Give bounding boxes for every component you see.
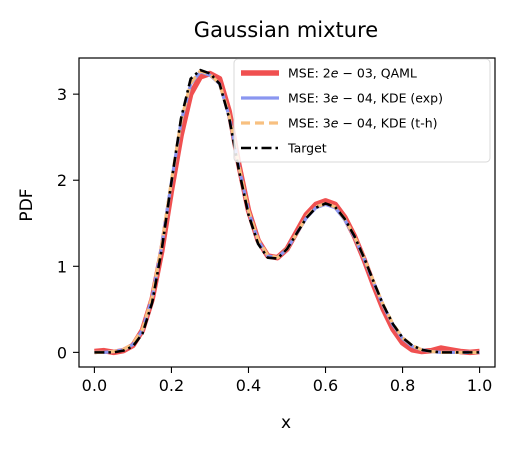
y-tick-label: 2: [57, 171, 67, 190]
legend-box: [233, 58, 491, 163]
legend-label-4: Target: [287, 141, 327, 156]
x-tick-label: 0.4: [236, 376, 261, 395]
x-tick-label: 1.0: [467, 376, 492, 395]
chart-title: Gaussian mixture: [194, 18, 378, 42]
y-tick-label: 3: [57, 85, 67, 104]
legend-label-3: MSE: 3e − 04, KDE (t-h): [288, 116, 438, 131]
y-axis-ticks: 0 1 2 3: [57, 85, 79, 362]
y-axis-label: PDF: [17, 188, 37, 221]
legend-label-1: MSE: 2e − 03, QAML: [288, 66, 417, 81]
plot-frame: [78, 57, 496, 368]
series-line-4: [94, 68, 480, 354]
x-axis-label: x: [281, 413, 291, 433]
y-tick-label: 0: [57, 343, 67, 362]
plot-area: [94, 68, 480, 356]
x-tick-label: 0.2: [159, 376, 184, 395]
legend: MSE: 2e − 03, QAML MSE: 3e − 04, KDE (exp…: [233, 58, 491, 163]
x-tick-label: 0.0: [82, 376, 107, 395]
y-tick-label: 1: [57, 257, 67, 276]
x-tick-label: 0.6: [313, 376, 338, 395]
legend-label-2: MSE: 3e − 04, KDE (exp): [288, 91, 443, 106]
x-tick-label: 0.8: [390, 376, 415, 395]
x-axis-ticks: 0.0 0.2 0.4 0.6 0.8 1.0: [82, 367, 492, 395]
